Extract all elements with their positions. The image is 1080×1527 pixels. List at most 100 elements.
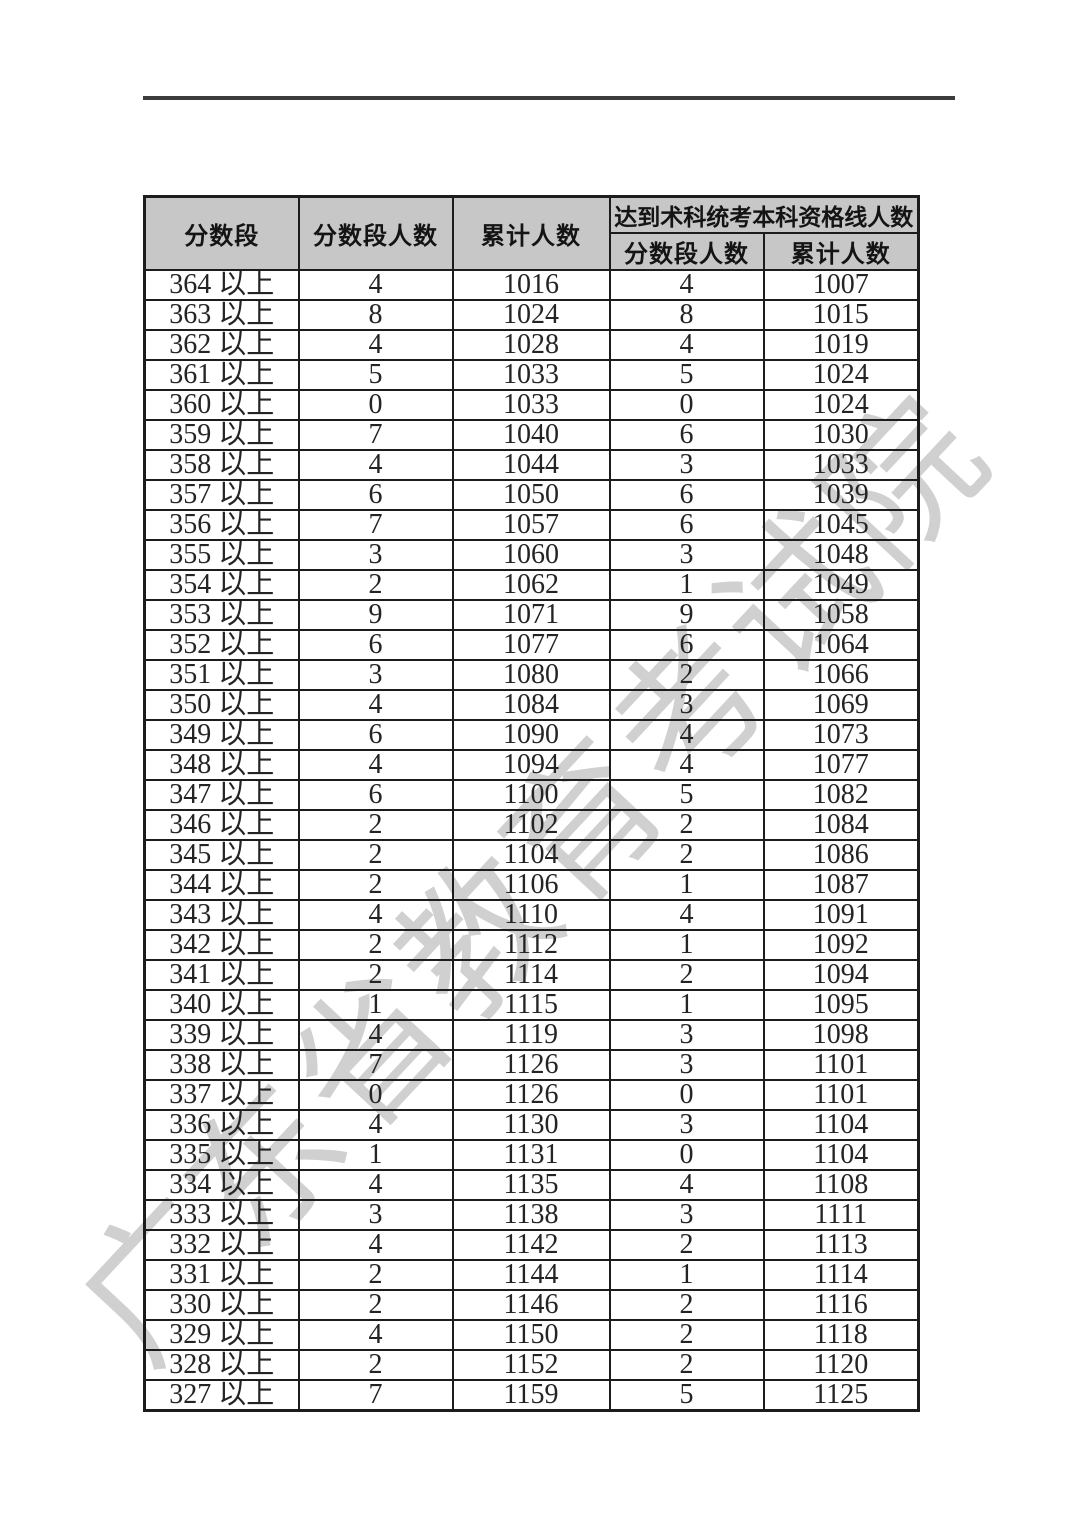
qualified-cumulative-count-cell: 1104 (762, 1109, 920, 1141)
table-row: 356 以上 7 1057 6 1045 (143, 509, 920, 541)
qualified-cumulative-count-cell: 1024 (762, 389, 920, 421)
score-range-cell: 344 以上 (143, 869, 300, 901)
table-row: 328 以上 2 1152 2 1120 (143, 1349, 920, 1381)
segment-count-cell: 2 (297, 929, 454, 961)
table-row: 344 以上 2 1106 1 1087 (143, 869, 920, 901)
segment-count-cell: 7 (297, 419, 454, 451)
segment-count-cell: 2 (297, 959, 454, 991)
qualified-cumulative-count-cell: 1098 (762, 1019, 920, 1051)
qualified-segment-count-cell: 2 (608, 1349, 765, 1381)
segment-count-cell: 4 (297, 269, 454, 301)
table-row: 334 以上 4 1135 4 1108 (143, 1169, 920, 1201)
table-row: 329 以上 4 1150 2 1118 (143, 1319, 920, 1351)
segment-count-cell: 1 (297, 1139, 454, 1171)
segment-count-cell: 4 (297, 689, 454, 721)
qualified-cumulative-count-cell: 1084 (762, 809, 920, 841)
table-row: 327 以上 7 1159 5 1125 (143, 1379, 920, 1412)
score-range-cell: 361 以上 (143, 359, 300, 391)
score-range-cell: 340 以上 (143, 989, 300, 1021)
segment-count-cell: 6 (297, 629, 454, 661)
qualified-segment-count-cell: 3 (608, 1109, 765, 1141)
header-divider-rule (143, 96, 955, 100)
header-qualified-segment-count: 分数段人数 (608, 232, 765, 271)
cumulative-count-cell: 1146 (451, 1289, 611, 1321)
qualified-segment-count-cell: 2 (608, 1319, 765, 1351)
qualified-cumulative-count-cell: 1045 (762, 509, 920, 541)
score-range-cell: 335 以上 (143, 1139, 300, 1171)
score-range-cell: 350 以上 (143, 689, 300, 721)
cumulative-count-cell: 1033 (451, 389, 611, 421)
qualified-cumulative-count-cell: 1073 (762, 719, 920, 751)
qualified-cumulative-count-cell: 1104 (762, 1139, 920, 1171)
cumulative-count-cell: 1102 (451, 809, 611, 841)
segment-count-cell: 4 (297, 1019, 454, 1051)
qualified-cumulative-count-cell: 1069 (762, 689, 920, 721)
cumulative-count-cell: 1130 (451, 1109, 611, 1141)
qualified-segment-count-cell: 3 (608, 1019, 765, 1051)
table-row: 335 以上 1 1131 0 1104 (143, 1139, 920, 1171)
score-range-cell: 329 以上 (143, 1319, 300, 1351)
score-range-cell: 359 以上 (143, 419, 300, 451)
qualified-segment-count-cell: 6 (608, 419, 765, 451)
qualified-segment-count-cell: 2 (608, 1229, 765, 1261)
segment-count-cell: 7 (297, 509, 454, 541)
segment-count-cell: 3 (297, 1199, 454, 1231)
score-range-cell: 355 以上 (143, 539, 300, 571)
cumulative-count-cell: 1040 (451, 419, 611, 451)
segment-count-cell: 0 (297, 1079, 454, 1111)
segment-count-cell: 4 (297, 1319, 454, 1351)
qualified-segment-count-cell: 4 (608, 899, 765, 931)
score-range-cell: 351 以上 (143, 659, 300, 691)
qualified-cumulative-count-cell: 1114 (762, 1259, 920, 1291)
qualified-segment-count-cell: 4 (608, 749, 765, 781)
qualified-cumulative-count-cell: 1116 (762, 1289, 920, 1321)
table-row: 348 以上 4 1094 4 1077 (143, 749, 920, 781)
qualified-segment-count-cell: 9 (608, 599, 765, 631)
score-range-cell: 339 以上 (143, 1019, 300, 1051)
cumulative-count-cell: 1142 (451, 1229, 611, 1261)
score-range-cell: 337 以上 (143, 1079, 300, 1111)
qualified-cumulative-count-cell: 1033 (762, 449, 920, 481)
table-row: 349 以上 6 1090 4 1073 (143, 719, 920, 751)
qualified-segment-count-cell: 1 (608, 929, 765, 961)
score-range-cell: 343 以上 (143, 899, 300, 931)
score-range-cell: 354 以上 (143, 569, 300, 601)
qualified-cumulative-count-cell: 1064 (762, 629, 920, 661)
table-row: 360 以上 0 1033 0 1024 (143, 389, 920, 421)
cumulative-count-cell: 1033 (451, 359, 611, 391)
qualified-cumulative-count-cell: 1108 (762, 1169, 920, 1201)
cumulative-count-cell: 1057 (451, 509, 611, 541)
score-range-cell: 341 以上 (143, 959, 300, 991)
qualified-segment-count-cell: 1 (608, 869, 765, 901)
segment-count-cell: 2 (297, 569, 454, 601)
cumulative-count-cell: 1084 (451, 689, 611, 721)
qualified-segment-count-cell: 3 (608, 1049, 765, 1081)
segment-count-cell: 9 (297, 599, 454, 631)
qualified-segment-count-cell: 0 (608, 1079, 765, 1111)
segment-count-cell: 2 (297, 1349, 454, 1381)
qualified-cumulative-count-cell: 1019 (762, 329, 920, 361)
header-qualified-group: 达到术科统考本科资格线人数 (608, 195, 920, 234)
table-header: 分数段 分数段人数 累计人数 达到术科统考本科资格线人数 分数段人数 累计人数 (143, 195, 920, 271)
qualified-cumulative-count-cell: 1125 (762, 1379, 920, 1412)
segment-count-cell: 0 (297, 389, 454, 421)
segment-count-cell: 4 (297, 1169, 454, 1201)
cumulative-count-cell: 1131 (451, 1139, 611, 1171)
table-row: 353 以上 9 1071 9 1058 (143, 599, 920, 631)
segment-count-cell: 4 (297, 749, 454, 781)
segment-count-cell: 2 (297, 1289, 454, 1321)
cumulative-count-cell: 1150 (451, 1319, 611, 1351)
qualified-segment-count-cell: 5 (608, 359, 765, 391)
qualified-cumulative-count-cell: 1086 (762, 839, 920, 871)
score-range-cell: 328 以上 (143, 1349, 300, 1381)
table-row: 342 以上 2 1112 1 1092 (143, 929, 920, 961)
segment-count-cell: 7 (297, 1379, 454, 1412)
qualified-cumulative-count-cell: 1048 (762, 539, 920, 571)
qualified-segment-count-cell: 2 (608, 659, 765, 691)
cumulative-count-cell: 1024 (451, 299, 611, 331)
segment-count-cell: 6 (297, 779, 454, 811)
segment-count-cell: 6 (297, 479, 454, 511)
qualified-segment-count-cell: 4 (608, 719, 765, 751)
table-row: 346 以上 2 1102 2 1084 (143, 809, 920, 841)
cumulative-count-cell: 1115 (451, 989, 611, 1021)
